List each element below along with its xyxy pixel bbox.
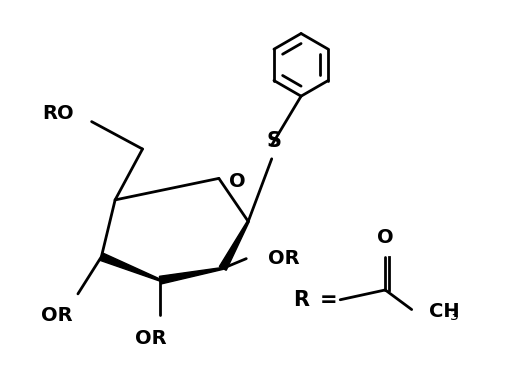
Text: R: R: [293, 290, 309, 310]
Polygon shape: [219, 221, 249, 270]
Text: O: O: [229, 172, 245, 191]
Text: O: O: [377, 228, 393, 247]
Text: 3: 3: [450, 309, 459, 323]
Polygon shape: [159, 267, 223, 284]
Polygon shape: [100, 253, 160, 281]
Text: RO: RO: [42, 104, 74, 123]
Text: OR: OR: [40, 306, 72, 325]
Text: S: S: [266, 131, 281, 151]
Text: =: =: [320, 290, 337, 310]
Text: CH: CH: [429, 302, 460, 321]
Text: OR: OR: [134, 329, 166, 348]
Text: OR: OR: [268, 249, 299, 268]
